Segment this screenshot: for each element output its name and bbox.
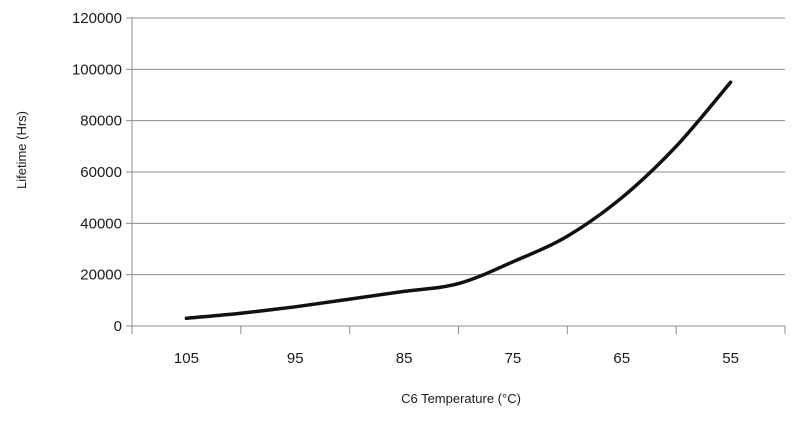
y-axis: 0 20000 40000 60000 80000 100000 120000 — [72, 10, 133, 335]
y-axis-title: Lifetime (Hrs) — [14, 111, 29, 189]
y-tick-label: 80000 — [80, 113, 122, 130]
x-axis: 105 95 85 75 65 55 — [131, 326, 786, 367]
y-tick-label: 40000 — [80, 215, 122, 232]
series-layer — [184, 80, 733, 321]
x-tick-label: 85 — [396, 350, 413, 367]
x-tick-label: 65 — [613, 350, 630, 367]
x-tick-label: 105 — [174, 350, 199, 367]
lifetime-series-line — [184, 80, 733, 321]
y-tick-label: 60000 — [80, 164, 122, 181]
y-tick-label: 0 — [114, 318, 122, 335]
y-tick-label: 20000 — [80, 267, 122, 284]
x-tick-label: 55 — [722, 350, 739, 367]
x-tick-label: 75 — [505, 350, 522, 367]
x-axis-title: C6 Temperature (°C) — [401, 391, 521, 406]
y-tick-label: 100000 — [72, 61, 122, 78]
y-tick-label: 120000 — [72, 10, 122, 27]
grid-lines — [132, 17, 785, 327]
x-tick-label: 95 — [287, 350, 304, 367]
